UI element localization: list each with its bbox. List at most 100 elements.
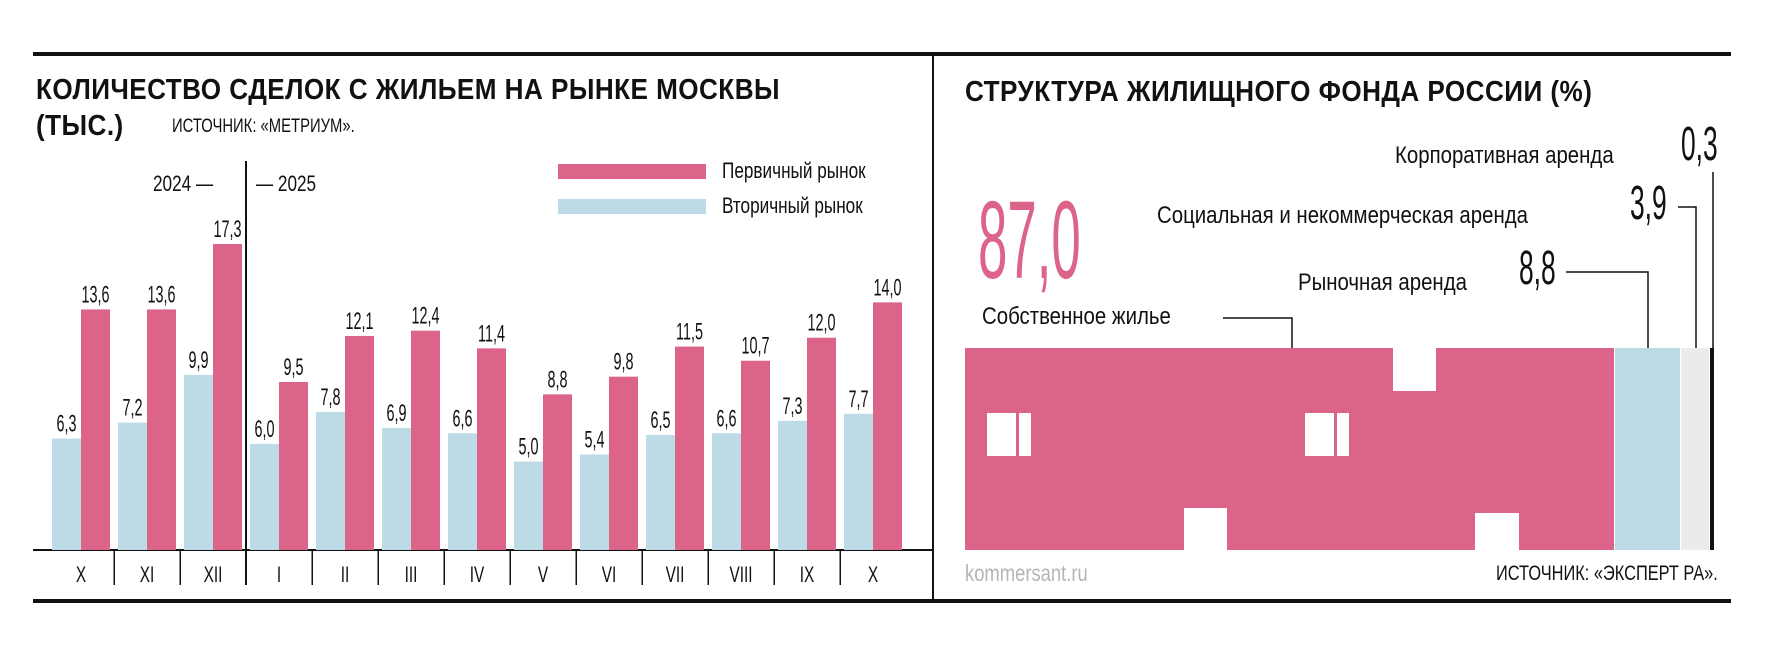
bar-secondary [844, 413, 873, 550]
leader-social [1678, 206, 1697, 348]
value-label: 6,6 [716, 406, 736, 433]
panel-divider [932, 54, 934, 601]
month-label: X [76, 563, 87, 587]
window-icon [1305, 413, 1349, 456]
value-label: 13,6 [81, 282, 109, 309]
leader-own [1223, 317, 1293, 348]
segment-market-rent [1615, 348, 1680, 550]
value-label: 6,3 [56, 411, 76, 438]
value-label: 7,2 [122, 395, 142, 422]
bar-secondary [250, 443, 279, 550]
legend-swatch-primary [558, 164, 706, 179]
month-separator [773, 550, 775, 585]
value-label: 14,0 [873, 275, 901, 302]
bar-secondary [52, 438, 81, 550]
left-chart-source: ИСТОЧНИК: «МЕТРИУМ». [172, 116, 355, 137]
segment-corporate-rent [1710, 348, 1714, 550]
legend-label-primary: Первичный рынок [722, 158, 866, 183]
bar-secondary [514, 461, 543, 550]
value-label: 10,7 [741, 333, 769, 360]
month-label: IX [800, 563, 815, 587]
own-housing-value: 87,0 [978, 179, 1081, 302]
corporate-rent-label: Корпоративная аренда [1395, 142, 1614, 169]
segment-social-rent [1681, 348, 1709, 550]
bar-secondary [448, 433, 477, 550]
value-label: 12,0 [807, 310, 835, 337]
month-label: XI [140, 563, 155, 587]
market-rent-value: 8,8 [1519, 242, 1556, 295]
value-label: 12,1 [345, 308, 373, 335]
month-label: VI [602, 563, 617, 587]
social-rent-value: 3,9 [1630, 177, 1667, 230]
value-label: 6,6 [452, 406, 472, 433]
value-label: 6,5 [650, 407, 670, 434]
bar-primary [807, 337, 836, 550]
month-separator [509, 550, 511, 585]
left-chart-title: КОЛИЧЕСТВО СДЕЛОК С ЖИЛЬЕМ НА РЫНКЕ МОСК… [36, 74, 780, 106]
month-label: III [405, 563, 418, 587]
value-label: 5,4 [584, 427, 604, 454]
month-separator [443, 550, 445, 585]
value-label: 12,4 [411, 303, 439, 330]
month-label: VII [666, 563, 685, 587]
month-label: VIII [729, 563, 752, 587]
year-2024-label: 2024 — [153, 171, 214, 196]
value-label: 7,3 [782, 393, 802, 420]
bar-primary [741, 360, 770, 550]
bar-chart: 6,313,6X7,213,6XI9,917,3XII6,09,5I7,812,… [33, 161, 933, 588]
month-label: X [868, 563, 879, 587]
right-chart-source: ИСТОЧНИК: «ЭКСПЕРТ РА». [1496, 562, 1718, 585]
month-label: V [538, 563, 549, 587]
month-separator [311, 550, 313, 585]
bar-secondary [382, 427, 411, 550]
site-link[interactable]: kommersant.ru [965, 560, 1088, 586]
right-chart-title: СТРУКТУРА ЖИЛИЩНОГО ФОНДА РОССИИ (%) [965, 76, 1593, 108]
own-housing-label: Собственное жилье [982, 303, 1171, 330]
bar-primary [279, 381, 308, 550]
value-label: 9,9 [188, 347, 208, 374]
leader-market [1566, 271, 1649, 348]
bottom-rule [33, 599, 1731, 603]
month-label: I [277, 563, 281, 587]
bar-primary [873, 302, 902, 550]
month-separator [707, 550, 709, 585]
month-label: II [341, 563, 350, 587]
bar-secondary [580, 454, 609, 550]
value-label: 7,7 [848, 386, 868, 413]
bar-secondary [778, 420, 807, 550]
bar-primary [213, 244, 242, 550]
bar-secondary [316, 412, 345, 550]
bar-secondary [646, 435, 675, 550]
bar-secondary [712, 433, 741, 550]
bar-primary [345, 335, 374, 550]
corporate-rent-value: 0,3 [1681, 118, 1718, 171]
legend-swatch-secondary [558, 199, 706, 214]
house-door [1475, 513, 1519, 550]
value-label: 11,5 [676, 319, 703, 346]
value-label: 6,0 [254, 416, 274, 443]
year-divider [245, 161, 247, 585]
month-separator [839, 550, 841, 585]
social-rent-label: Социальная и некоммерческая аренда [1157, 202, 1528, 229]
value-label: 11,4 [478, 321, 505, 348]
month-separator [113, 550, 115, 585]
top-rule [33, 52, 1731, 56]
bar-primary [543, 394, 572, 550]
bar-secondary [184, 374, 213, 550]
month-label: IV [470, 563, 485, 587]
house-door [1184, 508, 1227, 550]
value-label: 9,8 [613, 349, 633, 376]
month-separator [377, 550, 379, 585]
legend-label-secondary: Вторичный рынок [722, 193, 863, 218]
value-label: 13,6 [147, 282, 175, 309]
window-icon [987, 413, 1031, 456]
bar-primary [147, 309, 176, 550]
bar-primary [81, 309, 110, 550]
month-separator [575, 550, 577, 585]
left-chart-unit: (ТЫС.) [36, 110, 124, 142]
value-label: 8,8 [547, 367, 567, 394]
bar-primary [477, 348, 506, 550]
month-separator [179, 550, 181, 585]
